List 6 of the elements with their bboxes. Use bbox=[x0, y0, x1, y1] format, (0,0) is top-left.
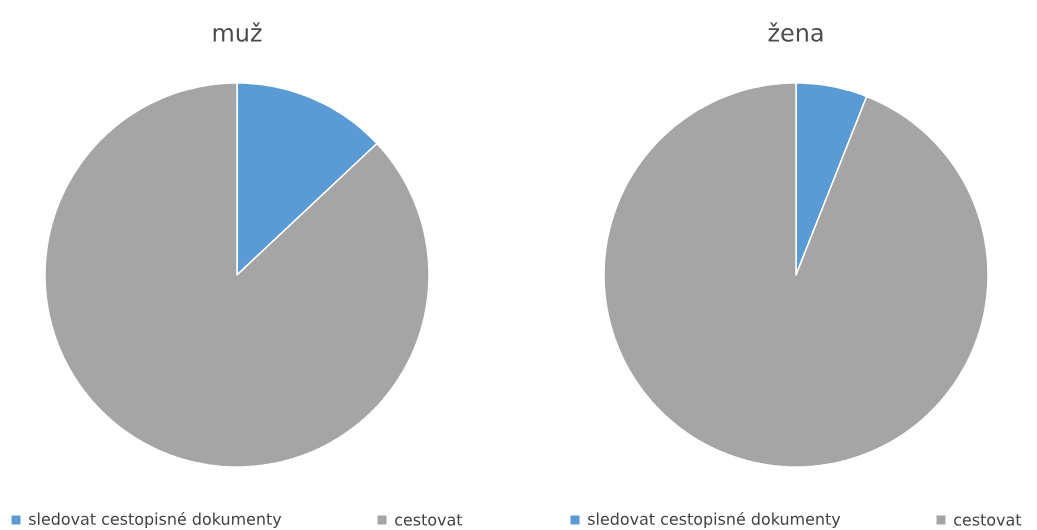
chart-title: žena bbox=[768, 22, 823, 42]
legend-label: sledovat cestopisné dokumenty bbox=[588, 511, 841, 529]
legend-label: sledovat cestopisné dokumenty bbox=[29, 511, 282, 529]
legend-label: cestovat bbox=[954, 514, 1022, 526]
chart-title: muž bbox=[213, 22, 262, 42]
legend-label: cestovat bbox=[395, 514, 463, 526]
